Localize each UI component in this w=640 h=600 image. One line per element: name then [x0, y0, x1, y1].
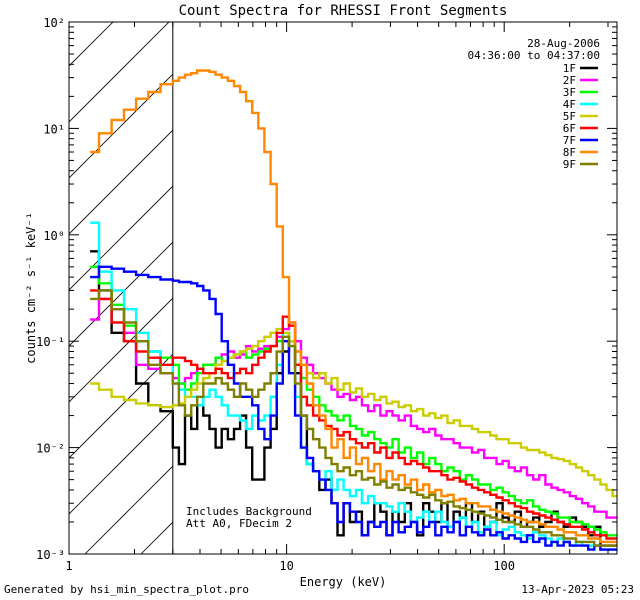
hatch-line	[69, 73, 173, 179]
plot-frame	[68, 21, 618, 555]
series-line-7F	[90, 265, 617, 551]
x-tick-labels: 1 10 100	[65, 559, 515, 573]
legend-label-2F: 2F	[563, 74, 576, 87]
series-line-8F	[90, 69, 617, 544]
hatch-line	[69, 409, 173, 515]
legend-label-4F: 4F	[563, 98, 576, 111]
hatch-line	[69, 129, 173, 235]
hatch-line	[0, 0, 125, 554]
footer-timestamp: 13-Apr-2023 05:23	[521, 583, 634, 596]
y-tick-label: 10²	[43, 16, 65, 30]
series-layer	[90, 69, 617, 551]
date-label: 28-Aug-2006	[527, 37, 600, 50]
legend-label-3F: 3F	[563, 86, 576, 99]
hatch-line	[69, 22, 114, 67]
series-line-5F	[90, 327, 617, 498]
series-line-3F	[90, 265, 617, 537]
y-tick-label: 10¹	[43, 122, 65, 136]
series-line-6F	[90, 289, 617, 540]
annotation-attenuator: Att A0, FDecim 2	[186, 517, 292, 530]
chart-title: Count Spectra for RHESSI Front Segments	[179, 3, 508, 19]
x-tick-label: 10	[279, 559, 293, 573]
time-range-label: 04:36:00 to 04:37:00	[468, 49, 600, 62]
hatch-line	[69, 22, 170, 123]
y-tick-label: 10⁻²	[36, 442, 65, 456]
hatch-line	[69, 241, 173, 347]
legend-label-6F: 6F	[563, 122, 576, 135]
y-tick-labels: 10⁻³ 10⁻² 10⁻¹ 10⁰ 10¹ 10²	[36, 16, 65, 562]
x-tick-label: 100	[493, 559, 515, 573]
attenuator-hatched-region	[0, 0, 174, 554]
legend-label-5F: 5F	[563, 110, 576, 123]
axis-ticks	[68, 22, 617, 555]
legend-label-1F: 1F	[563, 62, 576, 75]
footer-generated-by: Generated by hsi_min_spectra_plot.pro	[4, 583, 250, 596]
series-line-1F	[90, 250, 617, 547]
hatch-lines	[0, 0, 173, 554]
y-tick-label: 10⁻³	[36, 548, 65, 562]
series-line-2F	[90, 297, 617, 519]
annotation-background: Includes Background	[186, 505, 312, 518]
series-line-9F	[90, 289, 617, 547]
legend-label-9F: 9F	[563, 158, 576, 171]
y-axis-label: counts cm⁻² s⁻¹ keV⁻¹	[24, 212, 38, 364]
x-axis-label: Energy (keV)	[300, 575, 387, 589]
y-tick-label: 10⁻¹	[36, 335, 65, 349]
hatch-line	[69, 185, 173, 291]
series-line-4F	[90, 221, 617, 551]
legend-label-8F: 8F	[563, 146, 576, 159]
y-tick-label: 10⁰	[43, 229, 65, 243]
hatch-line	[69, 353, 173, 459]
legend-label-7F: 7F	[563, 134, 576, 147]
x-tick-label: 1	[65, 559, 72, 573]
